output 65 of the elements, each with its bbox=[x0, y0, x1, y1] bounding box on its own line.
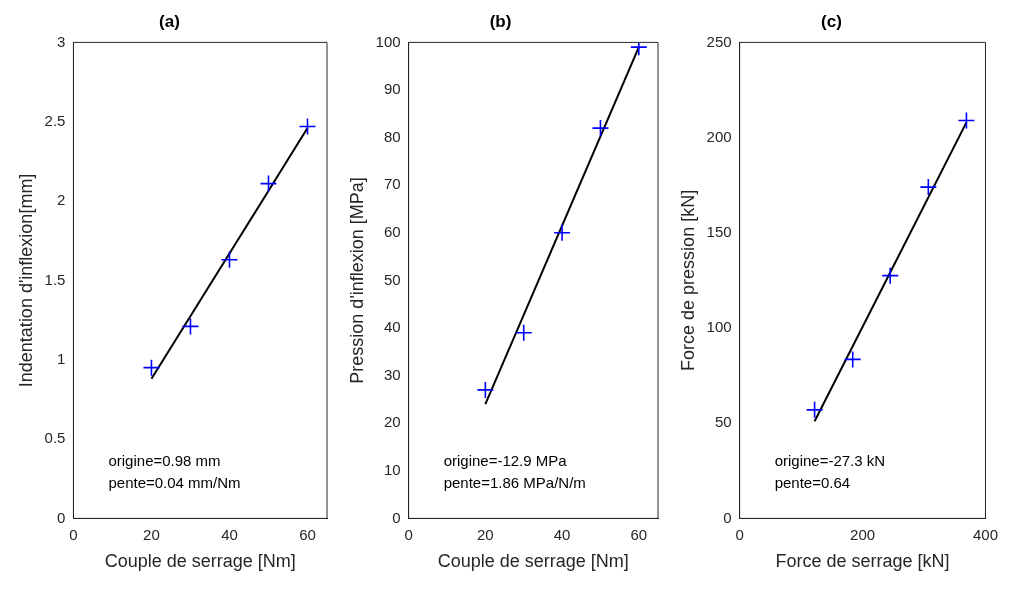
point bbox=[220, 250, 239, 269]
annotation: origine=0.98 mm bbox=[108, 452, 221, 470]
y-axis-title: Indentation d'inflexion[mm] bbox=[15, 173, 36, 388]
point bbox=[881, 266, 900, 285]
point bbox=[181, 317, 200, 336]
y-tick-label: 90 bbox=[383, 80, 401, 98]
x-tick-label: 60 bbox=[630, 525, 648, 543]
point bbox=[805, 401, 824, 419]
annotation: pente=0.64 bbox=[774, 474, 851, 492]
y-tick-label: 40 bbox=[383, 318, 401, 336]
y-tick-label: 0 bbox=[392, 508, 401, 526]
y-tick-label: 0 bbox=[57, 508, 66, 526]
x-tick-label: 0 bbox=[735, 525, 744, 543]
x-tick-label: 0 bbox=[69, 525, 78, 543]
annotation: pente=0.04 mm/Nm bbox=[108, 474, 241, 492]
x-axis-title: Couple de serrage [Nm] bbox=[104, 551, 296, 572]
y-tick-label: 1 bbox=[57, 349, 66, 367]
y-tick-label: 0.5 bbox=[44, 429, 66, 447]
x-tick-label: 40 bbox=[221, 525, 238, 543]
point bbox=[514, 323, 533, 342]
point bbox=[919, 178, 938, 196]
point bbox=[630, 42, 648, 56]
chart-title: (b) bbox=[489, 11, 512, 31]
point bbox=[553, 224, 571, 242]
point bbox=[843, 350, 862, 369]
y-tick-label: 30 bbox=[383, 365, 401, 383]
x-axis-title: Couple de serrage [Nm] bbox=[437, 551, 629, 572]
x-axis-title: Force de serrage [kN] bbox=[775, 551, 950, 572]
x-tick-label: 20 bbox=[477, 525, 494, 543]
y-tick-label: 100 bbox=[706, 318, 732, 336]
point bbox=[298, 117, 317, 136]
y-tick-label: 2.5 bbox=[44, 111, 66, 129]
x-tick-label: 400 bbox=[972, 525, 998, 543]
y-tick-label: 20 bbox=[383, 413, 401, 431]
y-tick-label: 60 bbox=[383, 222, 401, 240]
annotation: origine=-27.3 kN bbox=[774, 452, 886, 470]
chart-title: (a) bbox=[159, 11, 180, 31]
y-tick-label: 0 bbox=[723, 508, 732, 526]
y-tick-label: 70 bbox=[383, 175, 401, 193]
y-tick-label: 3 bbox=[57, 32, 66, 50]
y-tick-label: 80 bbox=[383, 127, 401, 145]
x-tick-label: 0 bbox=[404, 525, 413, 543]
chart-title: (c) bbox=[821, 11, 842, 31]
point bbox=[476, 381, 495, 399]
y-tick-label: 10 bbox=[383, 460, 401, 478]
point bbox=[259, 174, 278, 193]
y-tick-label: 250 bbox=[706, 32, 732, 50]
y-tick-label: 1.5 bbox=[44, 270, 66, 288]
x-tick-label: 40 bbox=[553, 525, 571, 543]
y-tick-label: 100 bbox=[375, 32, 401, 50]
y-tick-label: 150 bbox=[706, 222, 732, 240]
point bbox=[957, 111, 976, 130]
annotation: origine=-12.9 MPa bbox=[443, 452, 568, 470]
point bbox=[142, 358, 161, 377]
y-tick-label: 2 bbox=[57, 191, 66, 209]
y-tick-label: 200 bbox=[706, 127, 732, 145]
y-tick-label: 50 bbox=[714, 413, 732, 431]
x-tick-label: 200 bbox=[850, 525, 876, 543]
x-tick-label: 20 bbox=[143, 525, 160, 543]
x-tick-label: 60 bbox=[299, 525, 316, 543]
y-tick-label: 50 bbox=[383, 270, 401, 288]
annotation: pente=1.86 MPa/N/m bbox=[443, 474, 586, 492]
point bbox=[591, 119, 610, 137]
y-axis-title: Pression d'inflexion [MPa] bbox=[346, 177, 367, 384]
y-axis-title: Force de pression [kN] bbox=[677, 189, 698, 371]
